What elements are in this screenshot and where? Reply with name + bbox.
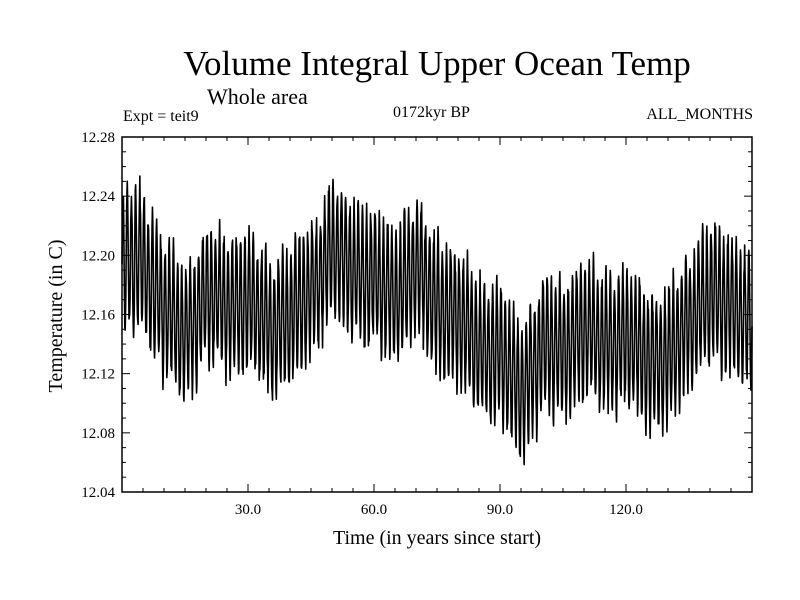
ticks-layer: 12.04 12.08 12.12 12.16 12.20 12.24 12.28 30.0 6… bbox=[81, 130, 752, 518]
y-tick-label: 12.24 bbox=[81, 189, 115, 205]
y-tick-label: 12.16 bbox=[81, 308, 115, 324]
period-label: 0172kyr BP bbox=[393, 104, 470, 121]
y-tick-label: 12.28 bbox=[81, 130, 115, 146]
y-tick-label: 12.20 bbox=[81, 248, 115, 264]
region-subtitle: Whole area bbox=[207, 84, 308, 109]
series-layer bbox=[121, 175, 753, 466]
experiment-label: Expt = teit9 bbox=[123, 108, 199, 125]
x-axis-label: Time (in years since start) bbox=[333, 527, 541, 549]
x-tick-label: 60.0 bbox=[361, 502, 387, 518]
x-tick-label: 30.0 bbox=[235, 502, 261, 518]
months-label: ALL_MONTHS bbox=[646, 106, 753, 123]
y-tick-label: 12.08 bbox=[81, 426, 115, 442]
chart-title: Volume Integral Upper Ocean Temp bbox=[183, 44, 691, 83]
y-tick-label: 12.12 bbox=[81, 367, 115, 383]
temperature-series-line bbox=[121, 175, 753, 466]
y-tick-label: 12.04 bbox=[81, 485, 115, 501]
y-axis-label: Temperature (in C) bbox=[45, 240, 67, 393]
x-tick-label: 120.0 bbox=[609, 502, 643, 518]
x-tick-label: 90.0 bbox=[487, 502, 513, 518]
